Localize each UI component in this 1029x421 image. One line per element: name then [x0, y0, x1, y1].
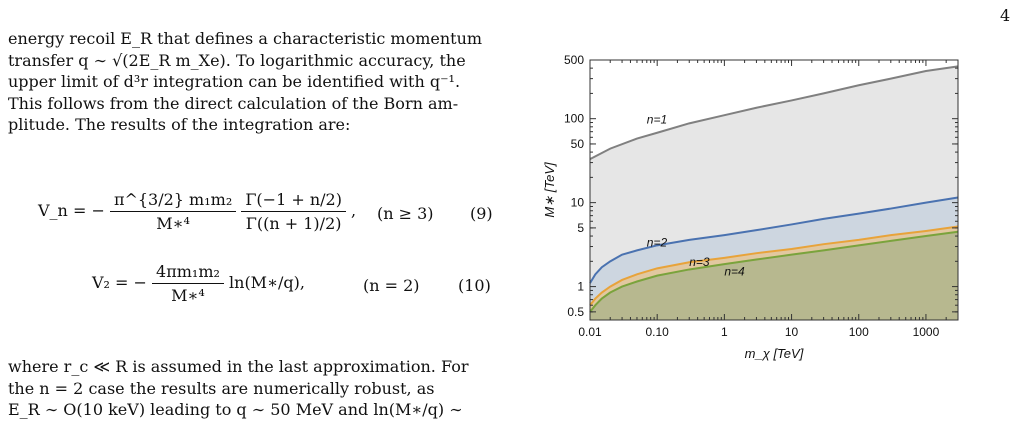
- series-line-3: [589, 225, 959, 306]
- fraction: π^{3/2} m₁m₂ M∗⁴: [109, 190, 237, 233]
- series-label-2: n=2: [647, 236, 668, 250]
- x-tick-label: 10: [785, 325, 799, 339]
- equation-condition: (n ≥ 3): [377, 204, 434, 223]
- equation-tail: ln(M∗/q),: [229, 273, 305, 292]
- intro-paragraph: energy recoil E_R that defines a charact…: [8, 28, 513, 136]
- text-column: energy recoil E_R that defines a charact…: [8, 28, 513, 136]
- fraction: 4πm₁m₂ M∗⁴: [152, 262, 224, 305]
- page-number: 4: [1000, 6, 1011, 25]
- equation-number: (10): [458, 276, 491, 295]
- x-tick-label: 0.01: [578, 325, 602, 339]
- y-tick-label: 0.5: [567, 305, 584, 319]
- series-label-3: n=3: [689, 255, 710, 269]
- bottom-paragraph: where r_c ≪ R is assumed in the last app…: [8, 356, 513, 421]
- x-tick-label: 100: [849, 325, 869, 339]
- text-line: E_R ∼ O(10 keV) leading to q ∼ 50 MeV an…: [8, 400, 463, 419]
- y-tick-label: 1: [577, 280, 584, 294]
- fraction-numerator: Γ(−1 + n/2): [241, 190, 346, 212]
- series-line-4: [589, 230, 959, 313]
- equation-condition: (n = 2): [363, 276, 420, 295]
- fraction-denominator: M∗⁴: [171, 286, 205, 305]
- equation-lhs: V_n = −: [38, 201, 105, 220]
- fraction-numerator: 4πm₁m₂: [152, 262, 224, 284]
- series-label-1: n=1: [647, 112, 667, 126]
- x-tick-label: 0.10: [646, 325, 670, 339]
- series-label-4: n=4: [724, 265, 745, 279]
- chart-svg: 0.01 0.10 1 10 100 1000 0.5 1 5 10 50 100 500 m_χ [Te…: [542, 53, 959, 361]
- text-line: plitude. The results of the integration …: [8, 115, 351, 134]
- text-line: where r_c ≪ R is assumed in the last app…: [8, 357, 469, 376]
- text-line: This follows from the direct calculation…: [8, 93, 459, 113]
- x-tick-label: 1000: [913, 325, 940, 339]
- y-tick-label: 50: [571, 137, 585, 151]
- text-line: upper limit of d³r integration can be id…: [8, 72, 461, 91]
- series-fill-4: [590, 231, 958, 320]
- equation-number: (9): [470, 204, 493, 223]
- text-line: energy recoil E_R that defines a charact…: [8, 29, 483, 48]
- equation-10: V₂ = − 4πm₁m₂ M∗⁴ ln(M∗/q),: [92, 262, 305, 305]
- text-line: the n = 2 case the results are numerical…: [8, 378, 435, 398]
- fraction-numerator: π^{3/2} m₁m₂: [109, 190, 237, 212]
- series-line-2: [589, 196, 959, 284]
- equation-lhs: V₂ = −: [92, 273, 147, 292]
- y-tick-label: 100: [564, 112, 584, 126]
- x-tick-label: 1: [721, 325, 728, 339]
- y-axis-label: M∗ [TeV]: [542, 162, 557, 218]
- fraction-denominator: Γ((n + 1)/2): [245, 214, 342, 233]
- y-tick-label: 5: [577, 221, 584, 235]
- y-tick-label: 500: [564, 53, 584, 67]
- equation-9: V_n = − π^{3/2} m₁m₂ M∗⁴ Γ(−1 + n/2) Γ((…: [38, 190, 357, 233]
- figure-chart: 0.01 0.10 1 10 100 1000 0.5 1 5 10 50 100 500 m_χ [Te…: [540, 50, 1020, 380]
- series-line-1: [589, 65, 959, 160]
- text-line: transfer q ∼ √(2E_R m_Xe). To logarithmi…: [8, 50, 466, 70]
- y-tick-label: 10: [571, 196, 585, 210]
- plot-frame: [589, 59, 959, 321]
- fraction-denominator: M∗⁴: [156, 214, 190, 233]
- fraction: Γ(−1 + n/2) Γ((n + 1)/2): [241, 190, 346, 233]
- x-axis-label: m_χ [TeV]: [745, 346, 804, 361]
